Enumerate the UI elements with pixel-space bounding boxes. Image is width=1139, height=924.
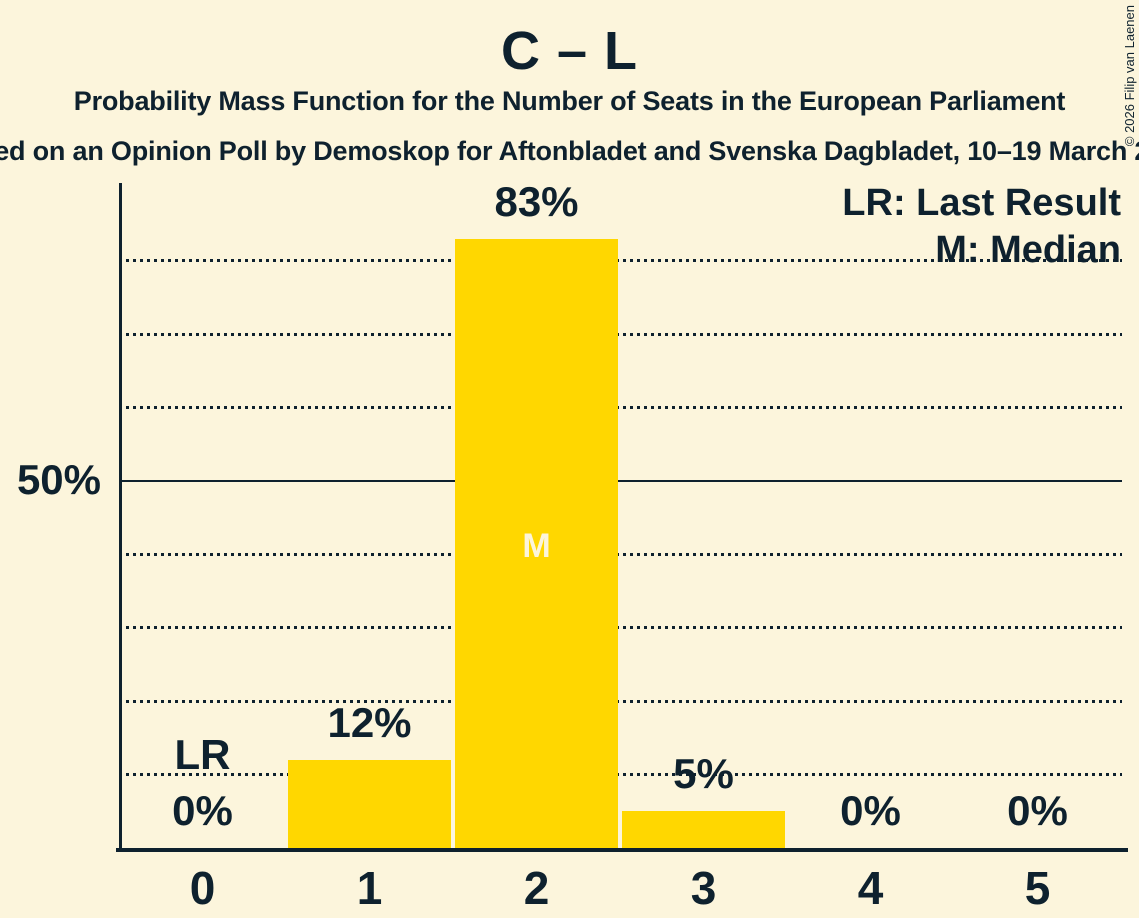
gridline-80-percent bbox=[119, 259, 1122, 263]
x-tick-3: 3 bbox=[690, 862, 717, 914]
x-axis-labels: 0 1 2 3 4 5 bbox=[119, 862, 1122, 914]
y-axis-50-percent-label: 50% bbox=[16, 456, 101, 503]
value-label-seat-3: 5% bbox=[673, 750, 734, 798]
legend-median: M: Median bbox=[935, 229, 1121, 271]
value-label-seat-2: 83% bbox=[494, 177, 579, 225]
gridline-50-percent-solid bbox=[119, 479, 1122, 483]
copyright-notice: © 2026 Filip van Laenen bbox=[1122, 5, 1137, 147]
bottom-edge-strip bbox=[0, 918, 1139, 924]
x-tick-1: 1 bbox=[356, 862, 383, 914]
x-tick-4: 4 bbox=[857, 862, 884, 914]
y-axis-line bbox=[119, 183, 122, 852]
gridline-30-percent bbox=[119, 626, 1122, 630]
x-tick-2: 2 bbox=[523, 862, 550, 914]
value-label-seat-4: 0% bbox=[840, 787, 901, 834]
x-tick-5: 5 bbox=[1024, 862, 1051, 914]
chart-subtitle-line2-clip: Based on an Opinion Poll by Demoskop for… bbox=[0, 136, 1139, 176]
gridline-20-percent bbox=[119, 699, 1122, 703]
chart-subtitle-line2: Based on an Opinion Poll by Demoskop for… bbox=[0, 136, 1139, 166]
chart-subtitle-line1: Probability Mass Function for the Number… bbox=[73, 86, 1066, 116]
bar-seat-2 bbox=[455, 238, 618, 848]
gridline-60-percent bbox=[119, 406, 1122, 410]
plot-area: 0% 12% 83% 5% 0% 0% LR M bbox=[119, 177, 1122, 848]
x-axis-line bbox=[116, 848, 1128, 852]
bar-seat-3 bbox=[622, 811, 785, 848]
gridline-70-percent bbox=[119, 332, 1122, 336]
value-label-seat-0: 0% bbox=[172, 787, 233, 834]
value-label-seat-1: 12% bbox=[327, 698, 412, 746]
legend-last-result: LR: Last Result bbox=[842, 182, 1121, 224]
x-tick-0: 0 bbox=[189, 862, 216, 914]
gridline-10-percent bbox=[119, 773, 1122, 777]
chart-title: C – L bbox=[500, 21, 639, 81]
median-marker: M bbox=[522, 527, 551, 565]
last-result-marker: LR bbox=[174, 731, 231, 778]
legend: LR: Last Result M: Median bbox=[842, 180, 1121, 274]
bar-seat-1 bbox=[288, 759, 451, 848]
gridline-40-percent bbox=[119, 552, 1122, 556]
value-label-seat-5: 0% bbox=[1007, 787, 1068, 834]
